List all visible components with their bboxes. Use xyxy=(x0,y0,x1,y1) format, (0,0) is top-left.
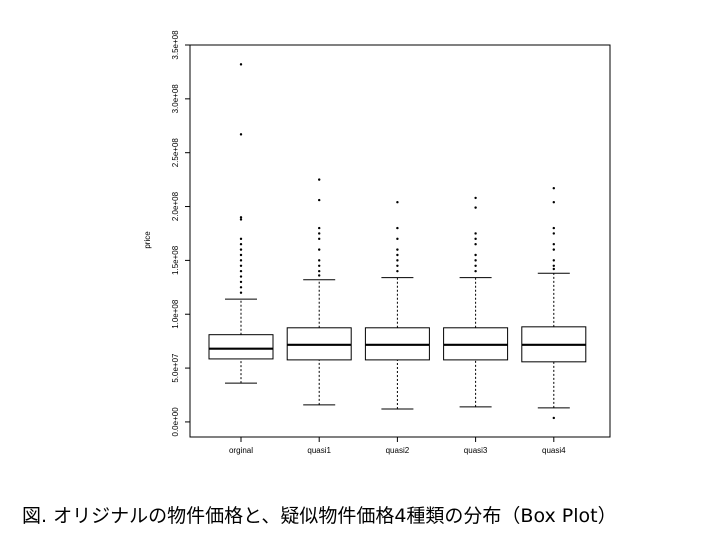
outlier xyxy=(318,264,321,267)
outlier xyxy=(318,178,321,181)
outlier xyxy=(318,269,321,273)
x-tick-label: quasi4 xyxy=(542,446,566,455)
outlier xyxy=(396,248,399,251)
box xyxy=(208,334,274,360)
outlier xyxy=(239,63,243,66)
y-tick-label: 2.0e+08 xyxy=(171,191,180,221)
outlier xyxy=(318,198,321,202)
outlier xyxy=(396,269,399,273)
outlier xyxy=(318,237,321,241)
outlier xyxy=(239,133,243,136)
outlier xyxy=(474,269,477,273)
outlier xyxy=(239,243,243,246)
outlier xyxy=(239,259,243,262)
outlier xyxy=(396,237,399,241)
outlier xyxy=(552,264,555,267)
y-tick-label: 3.0e+08 xyxy=(171,84,180,114)
y-tick-label: 2.5e+08 xyxy=(171,138,180,168)
outlier xyxy=(239,218,243,221)
outlier xyxy=(239,264,243,267)
caption: 図. オリジナルの物件価格と、疑似物件価格4種類の分布（Box Plot） xyxy=(22,505,617,527)
outlier xyxy=(474,253,477,257)
outlier xyxy=(552,226,555,230)
outlier xyxy=(396,253,399,257)
outlier xyxy=(552,416,555,420)
outlier xyxy=(552,187,555,190)
y-axis-label: price xyxy=(143,231,152,249)
outlier xyxy=(474,232,477,235)
plot-frame xyxy=(189,44,611,438)
outlier xyxy=(474,206,477,209)
outlier xyxy=(396,259,399,262)
x-tick-label: quasi1 xyxy=(307,446,331,455)
y-tick-label: 5.0e+07 xyxy=(171,353,180,383)
y-tick-label: 1.0e+08 xyxy=(171,299,180,329)
x-tick-label: quasi3 xyxy=(464,446,488,455)
outlier xyxy=(474,237,477,241)
x-tick-label: orginal xyxy=(229,446,253,455)
outlier xyxy=(239,275,243,278)
outlier xyxy=(552,243,555,246)
outlier xyxy=(474,259,477,262)
outlier xyxy=(239,269,243,273)
outlier xyxy=(318,232,321,235)
outlier xyxy=(474,264,477,267)
outlier xyxy=(239,280,243,284)
outlier xyxy=(318,259,321,262)
outlier xyxy=(318,226,321,230)
outlier xyxy=(318,248,321,251)
outlier xyxy=(396,264,399,267)
outlier xyxy=(474,243,477,246)
outlier xyxy=(552,201,555,204)
outlier xyxy=(239,248,243,251)
outlier xyxy=(552,248,555,251)
outlier xyxy=(239,253,243,257)
outlier xyxy=(552,267,555,271)
outlier xyxy=(239,291,243,294)
outlier xyxy=(552,232,555,235)
outlier xyxy=(396,201,399,204)
y-tick-label: 0.0e+00 xyxy=(171,407,180,437)
outlier xyxy=(239,286,243,289)
outlier xyxy=(318,274,321,277)
outlier xyxy=(396,226,399,230)
x-tick-label: quasi2 xyxy=(386,446,410,455)
y-tick-label: 3.5e+08 xyxy=(171,30,180,60)
outlier xyxy=(474,196,477,200)
outlier xyxy=(552,259,555,262)
y-tick-label: 1.5e+08 xyxy=(171,245,180,275)
outlier xyxy=(239,237,243,241)
outlier xyxy=(239,216,243,219)
